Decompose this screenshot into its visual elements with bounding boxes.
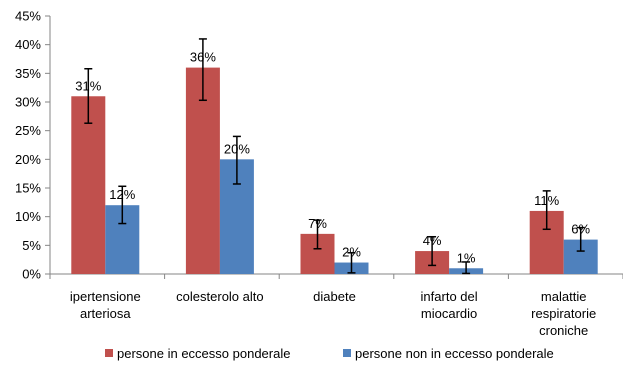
y-tick-label: 10%: [15, 209, 41, 224]
category-label: respiratorie: [531, 306, 596, 321]
category-label: ipertensione: [70, 289, 141, 304]
category-label: colesterolo alto: [176, 289, 263, 304]
legend-label: persone non in eccesso ponderale: [355, 346, 554, 361]
category-label: miocardio: [421, 306, 477, 321]
data-label: 36%: [190, 50, 216, 65]
y-tick-label: 0%: [22, 267, 41, 282]
bar: [185, 67, 220, 274]
y-tick-label: 15%: [15, 181, 41, 196]
data-label: 1%: [457, 250, 476, 265]
data-label: 4%: [423, 233, 442, 248]
legend-label: persone in eccesso ponderale: [117, 346, 290, 361]
category-label: infarto del: [421, 289, 478, 304]
data-label: 20%: [224, 141, 250, 156]
data-label: 31%: [75, 78, 101, 93]
category-label: malattie: [541, 289, 587, 304]
data-label: 2%: [342, 245, 361, 260]
category-label: diabete: [313, 289, 356, 304]
y-tick-label: 35%: [15, 66, 41, 81]
y-tick-label: 25%: [15, 123, 41, 138]
bar: [71, 96, 106, 275]
data-label: 6%: [571, 222, 590, 237]
y-tick-label: 30%: [15, 95, 41, 110]
legend-swatch: [105, 349, 113, 357]
data-label: 12%: [109, 187, 135, 202]
legend-swatch: [343, 349, 351, 357]
data-label: 11%: [534, 193, 559, 208]
category-label: croniche: [539, 323, 588, 338]
data-label: 7%: [308, 216, 327, 231]
y-tick-label: 40%: [15, 37, 41, 52]
y-tick-label: 5%: [22, 238, 41, 253]
category-label: arteriosa: [80, 306, 131, 321]
y-tick-label: 20%: [15, 152, 41, 167]
y-tick-label: 45%: [15, 9, 41, 24]
